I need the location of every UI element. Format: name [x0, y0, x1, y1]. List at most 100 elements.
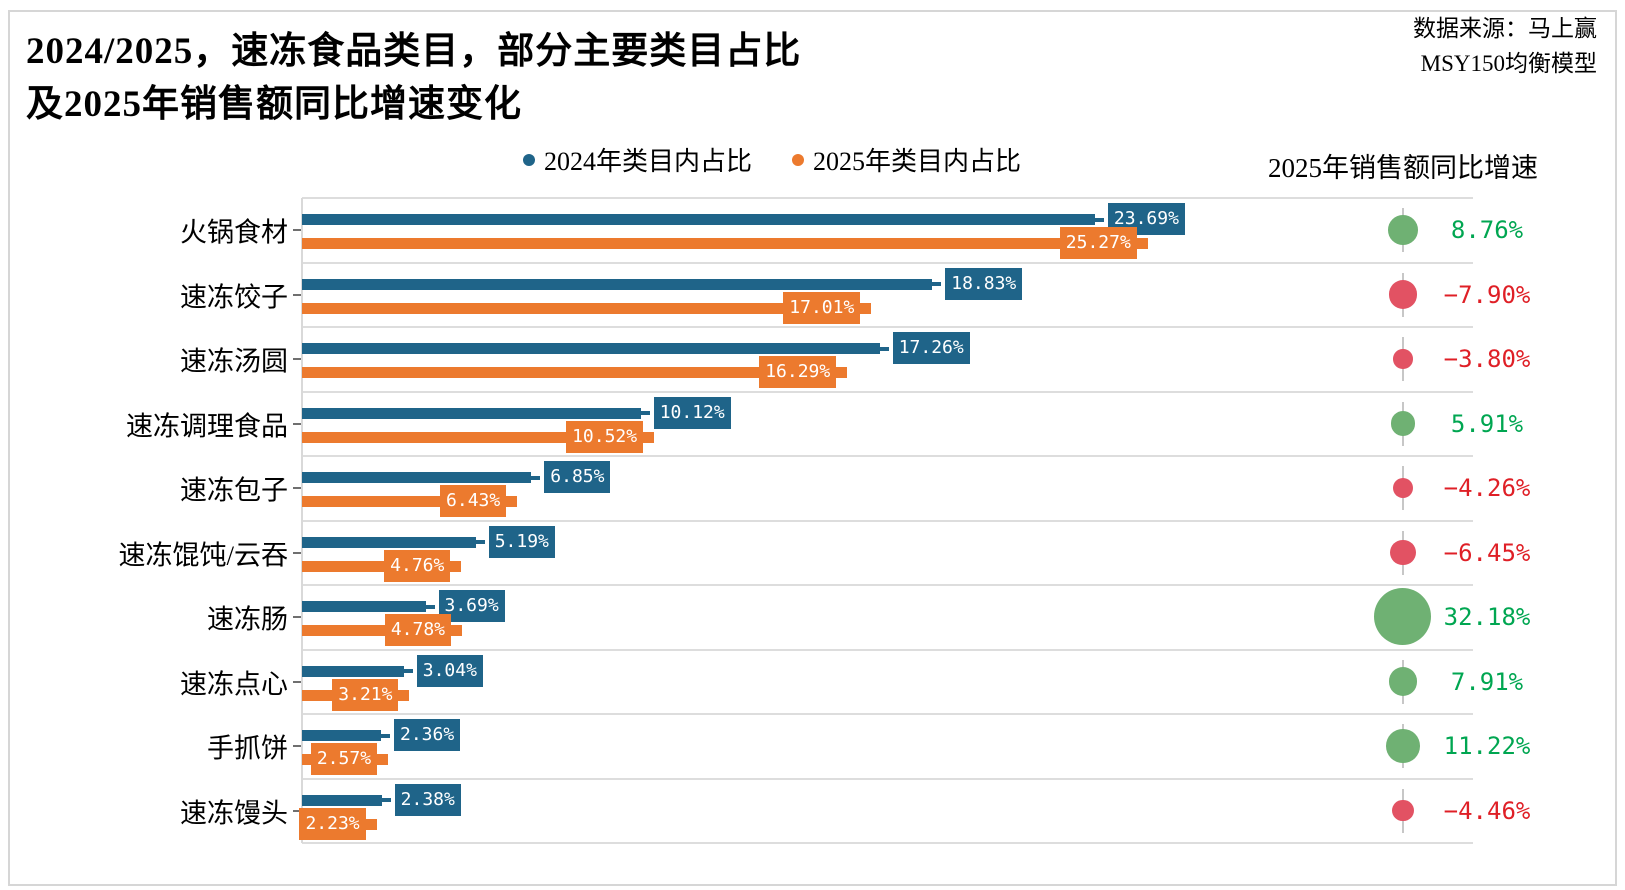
value-label-2025: 16.29%	[759, 356, 837, 388]
chart-title-line2: 及2025年销售额同比增速变化	[26, 83, 522, 125]
value-label-2024: 2.36%	[393, 719, 461, 751]
bar-2024-cap	[425, 604, 435, 609]
category-label: 速冻包子	[180, 475, 288, 506]
value-label-2024: 3.04%	[416, 654, 483, 687]
data-source-line2: MSY150均衡模型	[1420, 50, 1597, 76]
bar-2024-cap	[932, 282, 942, 286]
growth-bubble-negative	[1392, 477, 1414, 499]
category-label: 速冻饺子	[180, 282, 288, 312]
value-label-2024: 6.85%	[544, 461, 611, 493]
value-label-2024: 10.12%	[653, 396, 731, 429]
legend-item-2025: 2025年类目内占比	[792, 141, 1021, 178]
value-label-2025: 10.52%	[566, 420, 644, 453]
bar-2025	[302, 625, 462, 636]
bar-2024-cap	[531, 475, 541, 480]
bar-2024-cap	[380, 733, 390, 738]
value-label-2025: 2.57%	[310, 743, 378, 775]
category-tick	[293, 551, 301, 554]
category-label: 速冻调理食品	[126, 411, 288, 441]
bar-2024	[302, 343, 880, 354]
value-label-2025: 4.76%	[384, 549, 451, 582]
growth-bubble-positive	[1388, 667, 1418, 696]
category-label: 手抓饼	[207, 733, 288, 764]
row-separator	[302, 648, 1473, 651]
bar-2025	[302, 302, 872, 314]
category-tick	[293, 358, 301, 360]
legend: 2024年类目内占比 2025年类目内占比	[523, 141, 1021, 178]
row-separator	[302, 519, 1473, 522]
growth-bubble-positive	[1388, 215, 1418, 245]
category-tick	[293, 680, 301, 683]
bar-2024	[302, 278, 933, 290]
row-separator	[302, 261, 1473, 264]
growth-bubble-positive	[1390, 411, 1416, 436]
growth-column-header: 2025年销售额同比增速	[1268, 153, 1538, 183]
value-label-2025: 4.78%	[384, 614, 451, 646]
growth-value-label: −3.80%	[1443, 345, 1531, 373]
category-label: 速冻馄饨/云吞	[118, 540, 288, 570]
chart-title: 2024/2025，速冻食品类目，部分主要类目占比 及2025年销售额同比增速变…	[26, 26, 801, 131]
category-label: 速冻点心	[180, 669, 288, 699]
category-tick	[293, 422, 301, 425]
chart-title-line1: 2024/2025，速冻食品类目，部分主要类目占比	[26, 31, 802, 72]
legend-dot-2024	[523, 153, 535, 166]
category-label: 速冻汤圆	[180, 346, 288, 377]
row-separator	[302, 390, 1473, 393]
bar-2024	[302, 730, 381, 741]
bar-2024	[302, 665, 404, 677]
bar-2024	[302, 601, 426, 612]
growth-value-label: −7.90%	[1443, 280, 1531, 309]
value-label-2025: 25.27%	[1059, 227, 1137, 259]
growth-value-label: −4.26%	[1443, 474, 1531, 502]
category-tick	[293, 809, 301, 812]
bar-2024-cap	[381, 798, 391, 802]
bar-2025	[302, 496, 518, 507]
bar-2024	[302, 794, 382, 806]
value-label-2025: 6.43%	[440, 485, 507, 517]
bar-2025	[302, 560, 462, 572]
category-tick	[293, 745, 301, 747]
bar-2024-cap	[1094, 217, 1104, 222]
row-separator	[302, 777, 1473, 780]
growth-value-label: −4.46%	[1443, 796, 1531, 825]
bar-2024	[302, 214, 1095, 225]
bar-2024	[302, 536, 476, 548]
growth-bubble-negative	[1392, 799, 1414, 822]
bar-2024-cap	[879, 346, 889, 351]
growth-value-label: 32.18%	[1443, 603, 1531, 631]
row-separator	[302, 197, 1473, 199]
legend-label-2025: 2025年类目内占比	[813, 147, 1022, 176]
value-label-2025: 17.01%	[783, 291, 861, 324]
value-label-2024: 2.38%	[394, 783, 461, 816]
value-label-2024: 5.19%	[488, 525, 555, 558]
bar-2024-cap	[640, 411, 650, 415]
category-tick	[293, 616, 301, 618]
growth-bubble-negative	[1393, 349, 1413, 369]
value-label-2024: 18.83%	[945, 267, 1023, 300]
value-label-2025: 3.21%	[332, 678, 399, 711]
y-axis-spine	[301, 198, 303, 843]
legend-label-2024: 2024年类目内占比	[544, 147, 753, 176]
row-separator	[302, 584, 1473, 586]
category-label: 火锅食材	[180, 217, 288, 248]
row-separator	[302, 326, 1473, 328]
legend-dot-2025	[792, 153, 805, 166]
bar-2025	[302, 238, 1148, 249]
category-label: 速冻馒头	[180, 798, 288, 828]
row-separator	[302, 455, 1473, 457]
bar-2024-cap	[403, 669, 413, 673]
data-source: 数据来源：马上赢 MSY150均衡模型	[1413, 12, 1597, 81]
growth-bubble-negative	[1390, 539, 1416, 566]
row-separator	[302, 842, 1473, 844]
growth-bubble-negative	[1388, 280, 1418, 309]
bar-2025	[302, 367, 848, 378]
data-source-line1: 数据来源：马上赢	[1413, 16, 1597, 41]
growth-value-label: 7.91%	[1450, 667, 1524, 696]
category-tick	[293, 293, 301, 296]
bar-2024-cap	[475, 540, 485, 544]
legend-item-2024: 2024年类目内占比	[523, 141, 752, 178]
category-label: 速冻肠	[207, 604, 288, 635]
growth-value-label: −6.45%	[1443, 538, 1531, 567]
row-separator	[302, 713, 1473, 715]
